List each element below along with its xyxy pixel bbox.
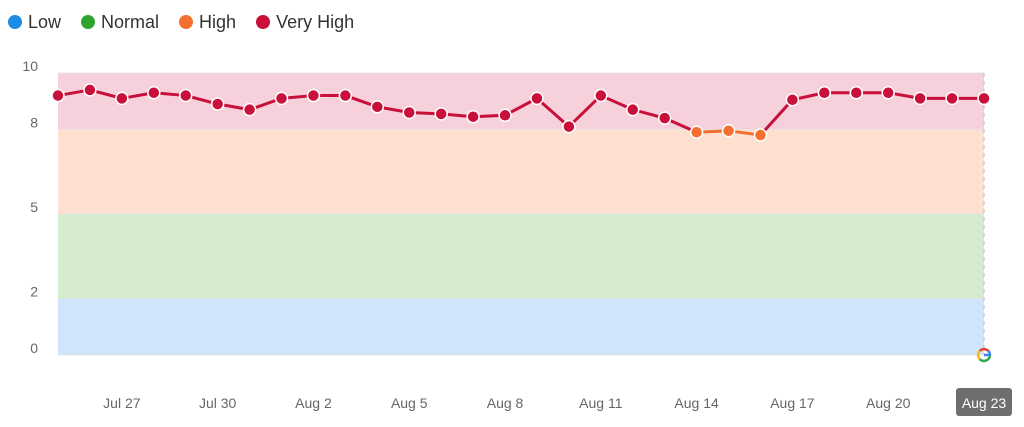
legend-swatch: [179, 15, 194, 29]
band-high: [58, 129, 984, 214]
data-point: [977, 91, 991, 106]
data-point: [785, 93, 800, 107]
legend-swatch: [81, 15, 96, 29]
legend-swatch: [256, 15, 271, 29]
google-icon: [976, 347, 992, 363]
data-point: [594, 88, 608, 103]
x-tick-label: Jul 30: [199, 395, 237, 411]
y-tick-label: 10: [22, 58, 38, 74]
x-tick-label: Aug 11: [579, 395, 623, 411]
data-point: [178, 88, 193, 103]
data-point: [626, 102, 640, 117]
chart-legend: Low Normal High Very High: [8, 8, 354, 36]
series-line-segment: [758, 98, 794, 137]
data-point: [753, 128, 768, 142]
x-tick-label: Aug 5: [391, 395, 428, 411]
data-point: [306, 88, 321, 103]
data-point: [51, 88, 65, 103]
series-line-segment: [567, 94, 603, 129]
data-point: [210, 97, 225, 111]
legend-label: High: [199, 11, 237, 32]
legend-label: Normal: [101, 11, 160, 32]
data-point: [434, 107, 448, 121]
data-point: [817, 85, 832, 100]
data-point: [147, 85, 161, 100]
x-tick-label: Aug 20: [866, 395, 911, 411]
data-point: [402, 105, 416, 120]
data-point: [338, 88, 353, 103]
series-line-segment: [535, 96, 571, 129]
data-point: [274, 91, 289, 106]
y-tick-label: 2: [30, 284, 38, 300]
legend-item-low[interactable]: Low: [8, 12, 61, 33]
y-tick-label: 8: [30, 114, 38, 130]
legend-label: Very High: [276, 11, 355, 32]
data-point: [721, 124, 736, 138]
data-point: [466, 109, 480, 124]
data-point: [242, 102, 257, 117]
x-tick-label: Aug 17: [770, 395, 815, 411]
data-point: [657, 111, 672, 125]
x-tick-label: Aug 8: [487, 395, 524, 411]
legend-item-normal[interactable]: Normal: [81, 12, 159, 33]
x-tick-label: Aug 14: [674, 395, 719, 411]
data-point: [498, 108, 512, 123]
x-tick-highlight: [956, 388, 1012, 416]
data-point: [881, 85, 895, 100]
data-point: [115, 91, 129, 106]
band-low: [58, 298, 984, 355]
data-point: [849, 85, 864, 100]
legend-swatch: [8, 15, 22, 29]
x-tick-label: Jul 27: [103, 395, 141, 411]
band-very-high: [58, 73, 984, 130]
y-tick-label: 0: [30, 340, 38, 356]
x-tick-label: Aug 2: [295, 395, 332, 411]
data-point: [913, 91, 927, 106]
data-point: [83, 83, 97, 97]
y-tick-label: 5: [30, 199, 38, 215]
x-tick-label: Aug 23: [962, 395, 1007, 411]
band-normal: [58, 214, 984, 299]
legend-item-very-high[interactable]: Very High: [256, 12, 354, 33]
data-point: [689, 125, 704, 139]
legend-item-high[interactable]: High: [179, 12, 236, 33]
data-point: [370, 100, 385, 114]
data-point: [530, 91, 544, 106]
data-point: [945, 91, 959, 106]
data-point: [562, 119, 576, 134]
legend-label: Low: [28, 11, 62, 32]
